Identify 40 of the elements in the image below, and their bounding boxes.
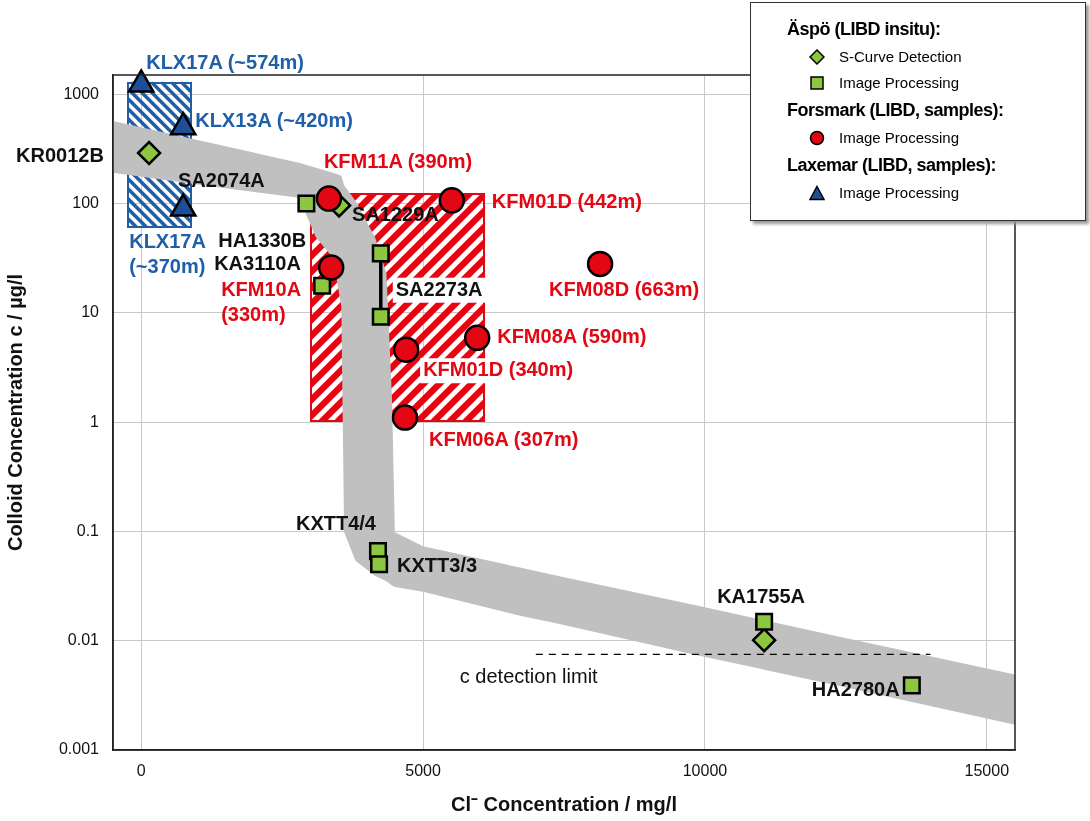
- x-tick-label: 0: [136, 762, 146, 780]
- annotation: HA1330B: [218, 229, 307, 252]
- annotation: KFM11A (390m): [323, 150, 473, 173]
- annotation: SA2074A: [178, 168, 265, 191]
- annotation: KFM01D (340m): [423, 358, 574, 381]
- y-tick-label: 0.01: [67, 631, 100, 649]
- legend-label: Image Processing: [839, 184, 960, 201]
- legend-label: Image Processing: [839, 129, 960, 146]
- legend-label: S-Curve Detection: [839, 48, 962, 65]
- x-tick-label: 15000: [964, 762, 1010, 780]
- annotation: KR0012B: [16, 143, 104, 166]
- y-tick-label: 100: [72, 193, 100, 211]
- annotation: KLX17A (~574m): [146, 50, 304, 73]
- legend-label: Image Processing: [839, 74, 960, 91]
- annotation: KFM10A (330m): [221, 277, 302, 325]
- x-tick-label: 5000: [405, 762, 441, 780]
- y-tick-label: 0.001: [58, 740, 100, 758]
- annotation: KFM08A (590m): [497, 325, 647, 348]
- annotation: KFM06A (307m): [429, 428, 579, 451]
- text: Äspö (LIBD insitu):: [787, 19, 942, 40]
- annotation: KA1755A: [717, 585, 805, 608]
- y-axis-title: Colloid Concentration c / µg/l: [3, 273, 26, 552]
- y-tick-label: 10: [81, 303, 100, 321]
- x-tick-label: 10000: [682, 762, 728, 780]
- annotation: KFM01D (442m): [491, 189, 642, 212]
- annotation: HA2780A: [811, 677, 900, 700]
- annotation: KXTT3/3: [397, 553, 478, 576]
- annotation: KA3110A: [214, 252, 301, 275]
- annotation: SA2273A: [395, 277, 483, 300]
- annotation: c detection limit: [459, 664, 599, 687]
- annotation: Forsmark (LIBD, samples):: [787, 100, 1005, 121]
- y-tick-label: 1: [90, 412, 100, 430]
- annotation: KLX13A (~420m): [195, 108, 353, 131]
- annotation: KLX17A (~370m): [129, 230, 206, 278]
- annotation: Laxemar (LIBD, samples):: [787, 155, 998, 176]
- y-tick-label: 1000: [63, 84, 100, 102]
- annotation: KXTT4/4: [295, 511, 377, 534]
- annotation: KFM08D (663m): [549, 278, 700, 301]
- x-axis-title: Cl⁻ Concentration / mg/l: [451, 792, 677, 815]
- y-tick-label: 0.1: [76, 521, 100, 539]
